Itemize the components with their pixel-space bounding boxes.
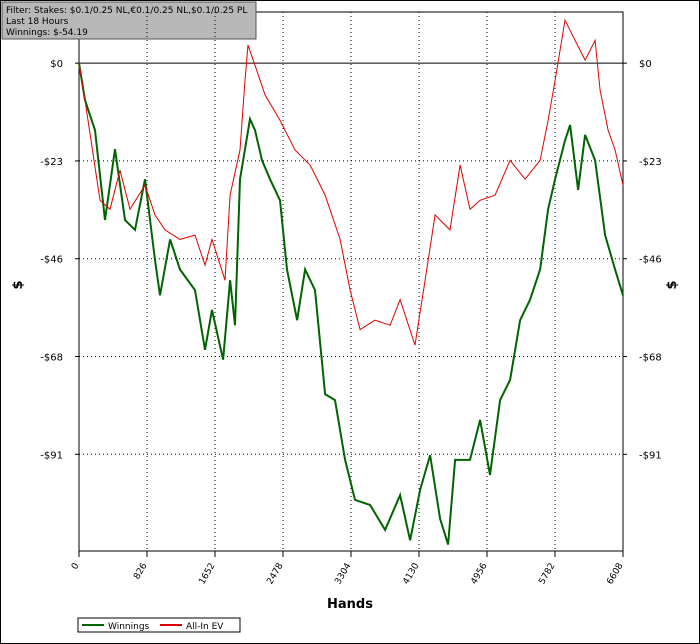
y-tick-label: -$46	[40, 255, 63, 266]
info-text: Winnings: $-54.19	[6, 28, 88, 38]
y2-tick-label: $0	[639, 59, 652, 70]
y-axis-label: $	[11, 280, 26, 289]
y2-tick-label: -$23	[639, 157, 662, 168]
y-tick-label: -$68	[40, 353, 63, 364]
y-tick-label: -$91	[40, 450, 63, 461]
x-tick-label: 0	[70, 561, 82, 571]
info-box	[1, 1, 257, 40]
x-axis-label: Hands	[327, 597, 373, 612]
y-tick-label: $0	[50, 59, 63, 70]
y2-tick-label: -$91	[639, 450, 662, 461]
legend-label: Winnings	[108, 622, 150, 632]
y2-tick-label: -$68	[639, 353, 662, 364]
legend-label: All-In EV	[186, 622, 224, 632]
y2-tick-label: -$46	[639, 255, 662, 266]
y-tick-label: -$23	[40, 157, 63, 168]
legend	[77, 617, 241, 633]
y2-axis-label: $	[665, 280, 680, 289]
series-line	[78, 62, 624, 545]
series-line	[78, 18, 624, 346]
info-text: Last 18 Hours	[6, 17, 69, 27]
info-text: Filter: Stakes: $0.1/0.25 NL,€0.1/0.25 N…	[6, 6, 247, 16]
